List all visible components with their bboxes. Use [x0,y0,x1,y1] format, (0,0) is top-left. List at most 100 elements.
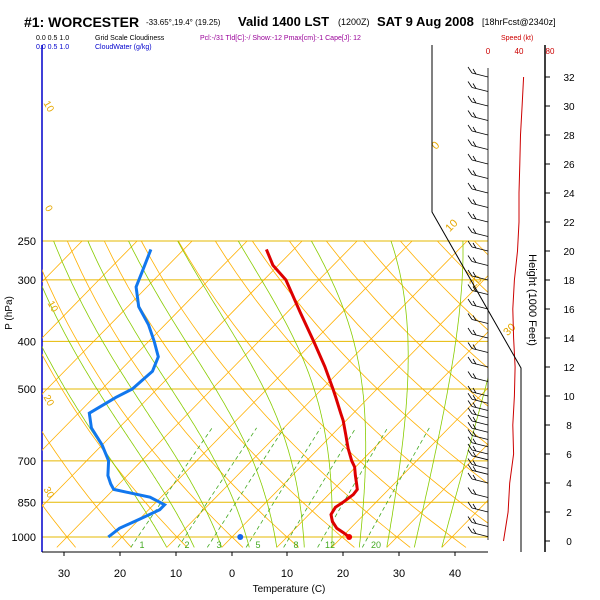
wind-barb [471,507,489,513]
wind-barb [471,232,489,237]
isotherm-line [386,443,488,548]
wind-barb-flag [472,286,477,292]
wind-barb [471,261,489,266]
wind-barb [471,159,489,165]
wind-barb-flag [472,271,477,278]
wind-speed-line [503,76,525,542]
wind-barb-flag [472,451,477,458]
temperature-tick-label: 10 [281,568,293,580]
wind-barb-flag [467,458,473,465]
isotherm-line [221,275,488,548]
wind-barb [471,420,489,426]
wind-barb-flag [472,97,477,104]
wind-barb-flag [472,141,477,147]
wind-barb-flag [467,526,473,533]
date-label: SAT 9 Aug 2008 [377,14,474,29]
wind-barb-flag [467,327,473,335]
moist-adiabat-line [87,240,250,548]
wind-barb [471,188,489,194]
isotherm-line [441,499,488,548]
wind-barb [471,246,489,252]
dry-adiabat-line [585,241,600,547]
station-coords: -33.65°,19.4° (19.25) [146,18,221,27]
isotherm-line [42,240,83,283]
wind-barb-flag [467,313,473,320]
height-tick-label: 20 [563,247,575,258]
wind-barb-flag [467,422,473,429]
wind-barb-flag [472,445,477,452]
wind-barb-flag [472,503,477,510]
wind-barb-flag [472,402,477,408]
wind-barb [471,406,489,411]
wind-barb-flag [472,424,477,430]
wind-barb-flag [472,257,477,263]
wind-barb [471,130,489,136]
wind-barb-flag [467,139,473,146]
height-tick-label: 32 [563,73,575,84]
wind-barb [471,435,489,440]
mixing-ratio-label: 2 [184,540,189,550]
isotherm-line [42,240,193,395]
wind-barb-flag [467,110,473,117]
dry-adiabat-label: 30 [41,485,56,501]
wind-barb-flag [472,329,477,336]
wind-barb-flag [467,81,473,88]
height-tick-label: 12 [563,363,575,374]
wind-barb [471,398,489,404]
wind-barb-flag [467,211,473,219]
wind-barb-flag [467,400,473,407]
isotherm-line [56,240,358,548]
wind-barb [471,203,489,208]
height-tick-label: 28 [563,131,575,142]
wind-barb-flag [467,284,473,291]
wind-barb-flag [472,416,477,423]
wind-barb-flag [467,371,473,378]
mixing-ratio-line [177,427,257,548]
grid-cloud-ticks: 0.0 0.5 1.0 [36,35,70,42]
wind-barb [471,455,489,461]
speed-tick-label: 40 [515,47,524,56]
wind-barb-flag [467,436,473,443]
wind-barb [471,469,489,475]
wind-barb-flag [472,489,477,495]
pressure-tick-label: 400 [18,336,36,348]
dry-adiabat-line [288,240,488,446]
dry-adiabat-label: 0 [42,204,55,215]
moist-adiabat-line [128,240,278,548]
wind-barb-flag [472,409,477,415]
height-axis-title: Height (1000 Feet) [526,254,538,346]
wind-barb [471,391,489,397]
x-axis-title: Temperature (C) [253,584,326,595]
wind-barb-flag [467,124,473,132]
mixing-ratio-label: 1 [139,540,144,550]
wind-barb-flag [472,68,477,75]
speed-label: Speed (kt) [501,35,534,42]
wind-barb-flag [472,387,477,394]
moist-adiabat-line [177,240,305,548]
wind-barb-flag [472,83,477,89]
wind-barb-flag [467,501,473,509]
wind-barb-flag [472,155,477,162]
height-tick-label: 10 [563,392,575,403]
wind-barb-flag [467,516,473,523]
wind-barb-flag [467,342,473,349]
dry-adiabat-line [42,503,76,548]
temperature-tick-label: 30 [58,568,70,580]
wind-barb-flag [467,95,473,103]
wind-barb-flag [467,393,473,400]
wind-barb [471,427,489,433]
dry-adiabat-line [140,240,411,548]
wind-barb-flag [472,528,477,534]
height-tick-label: 30 [563,102,575,113]
isotherm-line [331,387,488,548]
moist-adiabat-line [441,376,488,548]
wind-barb-flag [467,464,473,471]
station-title: #1: WORCESTER [24,14,140,30]
speed-tick-label: 0 [486,47,491,56]
dry-adiabat-line [66,240,299,548]
surface-dewpoint-marker [237,534,244,540]
wind-barb-flag [467,226,473,233]
